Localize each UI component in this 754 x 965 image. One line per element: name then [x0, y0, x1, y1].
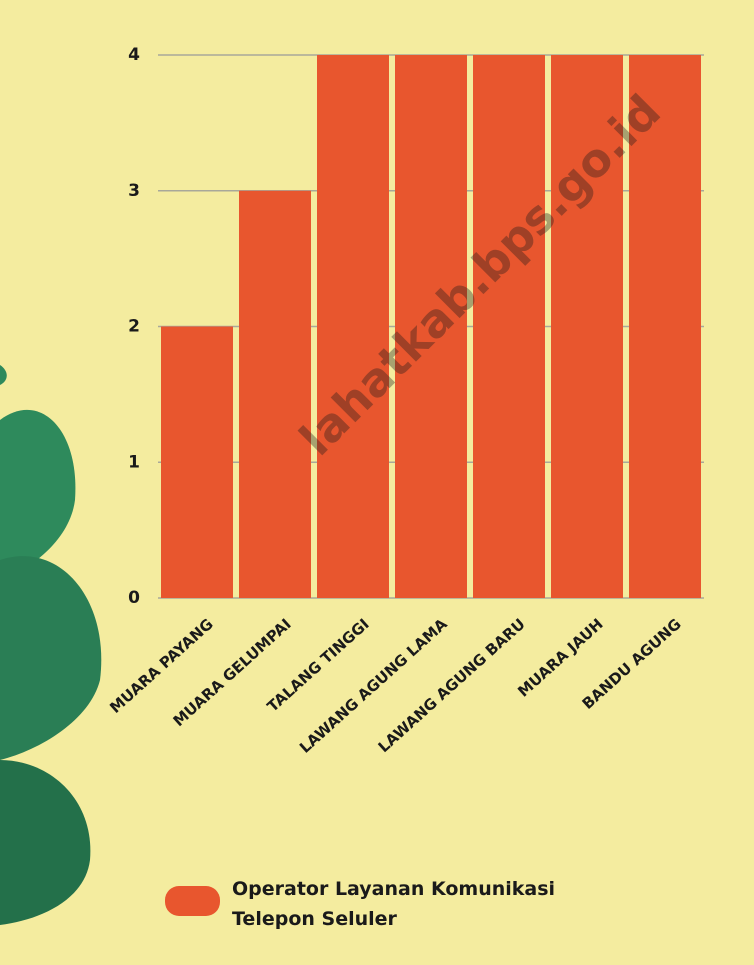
bar — [473, 55, 545, 598]
bar — [161, 326, 233, 598]
bar — [551, 55, 623, 598]
leaf-decoration — [0, 365, 102, 925]
y-tick-label: 2 — [128, 317, 140, 337]
bar — [629, 55, 701, 598]
x-tick-label: LAWANG AGUNG BARU — [375, 615, 529, 756]
y-tick-label: 1 — [128, 452, 140, 472]
y-tick-label: 3 — [128, 181, 140, 201]
bar — [317, 55, 389, 598]
bar — [239, 190, 311, 598]
y-tick-label: 0 — [128, 588, 140, 608]
legend-label: Operator Layanan Komunikasi Telepon Selu… — [232, 878, 556, 930]
x-tick-label: LAWANG AGUNG LAMA — [296, 615, 451, 757]
bar — [395, 55, 467, 598]
legend-swatch — [165, 886, 220, 916]
y-tick-label: 4 — [128, 45, 140, 65]
